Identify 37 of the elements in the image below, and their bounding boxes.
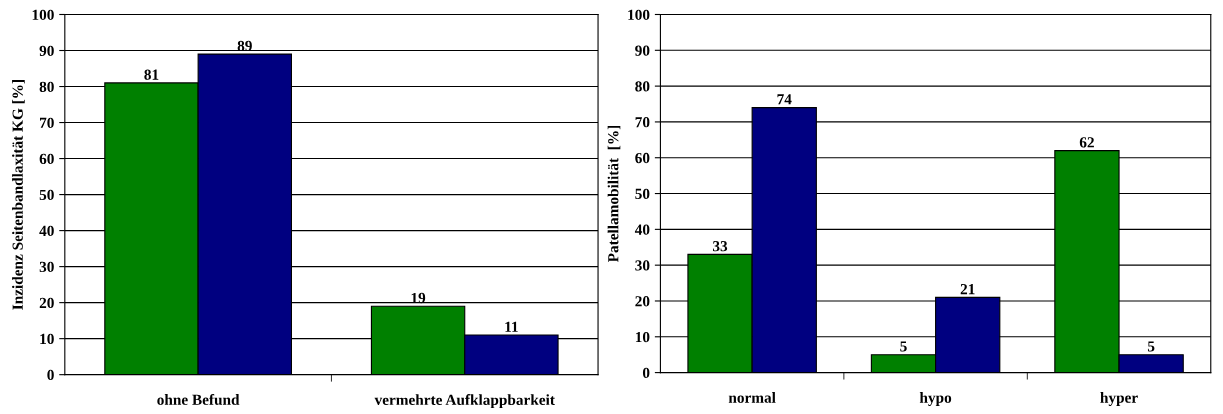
y-tick-label: 70 <box>635 117 650 128</box>
y-axis-title: Inzidenz Seitenbandlaxität KG [%] <box>12 80 25 310</box>
y-tick-label: 40 <box>39 225 54 237</box>
y-tick-label: 30 <box>635 260 650 271</box>
y-tick-label: 70 <box>40 117 54 128</box>
data-label: 11 <box>505 321 518 332</box>
y-tick-label: 50 <box>635 188 650 199</box>
x-tick-label: vermehrte Aufklappbarkeit <box>374 394 555 409</box>
data-label: 5 <box>1147 341 1155 352</box>
y-tick-label: 90 <box>39 45 54 56</box>
y-tick-label: 90 <box>635 45 650 56</box>
x-tick-label: hyper <box>1100 392 1138 406</box>
y-tick-label: 10 <box>40 333 54 345</box>
data-label: 74 <box>777 94 792 105</box>
y-tick-label: 60 <box>39 153 54 165</box>
x-tick-label: normal <box>728 392 776 403</box>
data-label: 33 <box>712 241 728 252</box>
y-tick-label: 0 <box>47 369 54 381</box>
data-label: 5 <box>900 341 907 352</box>
y-tick-label: 20 <box>635 296 650 307</box>
y-tick-label: 10 <box>635 331 650 343</box>
y-tick-label: 50 <box>39 189 54 201</box>
y-tick-label: 20 <box>39 297 54 309</box>
y-tick-label: 40 <box>634 224 650 235</box>
data-label: 21 <box>960 284 975 295</box>
data-label: 62 <box>1079 137 1094 148</box>
y-tick-label: 100 <box>32 9 54 20</box>
x-tick-label: hypo <box>919 392 952 406</box>
y-axis-title: Patellamobilität [%] <box>607 125 621 263</box>
y-tick-label: 100 <box>628 9 650 20</box>
y-tick-label: 80 <box>39 81 54 92</box>
y-tick-label: 80 <box>635 81 650 92</box>
y-tick-label: 0 <box>642 367 650 379</box>
data-label: 81 <box>144 69 159 80</box>
y-tick-label: 60 <box>635 152 650 164</box>
x-tick-label: ohne Befund <box>157 393 240 405</box>
y-tick-label: 30 <box>39 261 54 273</box>
